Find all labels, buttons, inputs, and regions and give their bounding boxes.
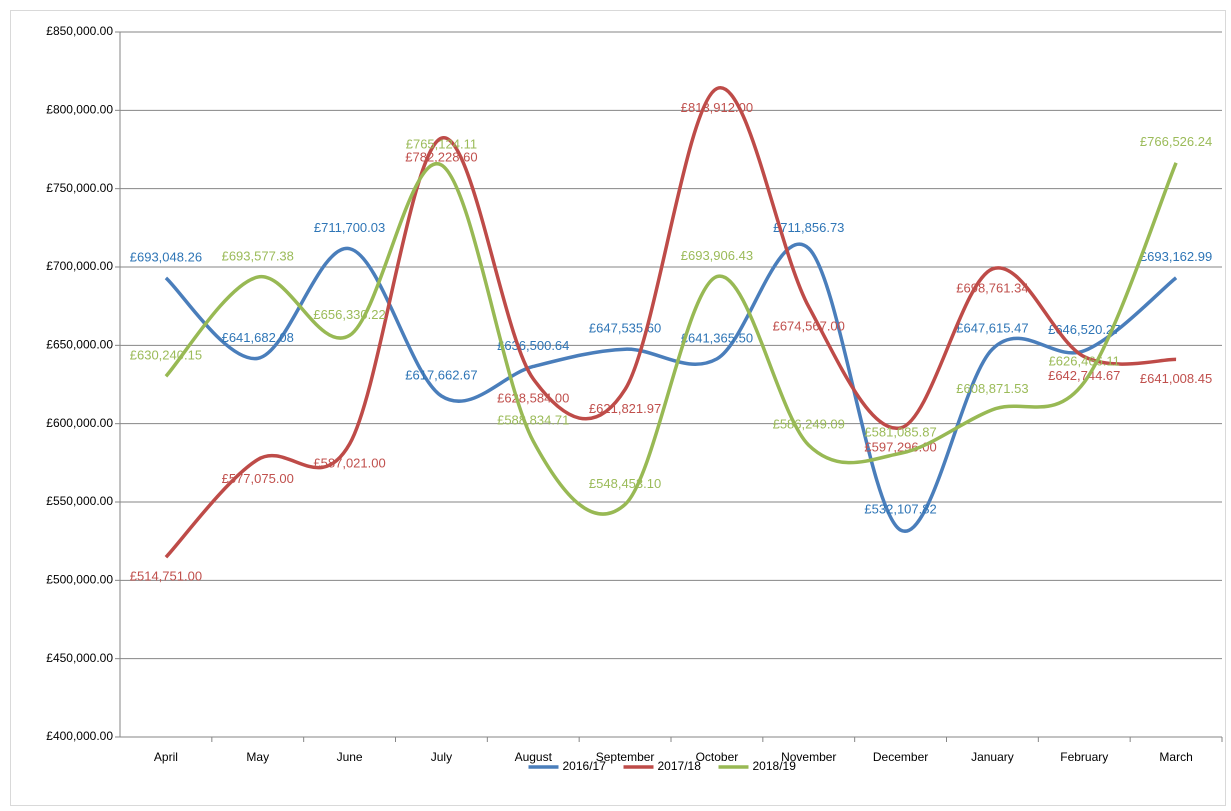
data-label: £588,834.71: [497, 413, 569, 428]
x-tick-label: September: [596, 750, 655, 764]
y-tick-label: £600,000.00: [46, 416, 113, 430]
data-label: £514,751.00: [130, 569, 202, 584]
x-tick-label: November: [781, 750, 836, 764]
data-label: £581,085.87: [864, 425, 936, 440]
series-line: [164, 162, 1178, 516]
data-label: £693,162.99: [1140, 249, 1212, 264]
data-label: £646,520.27: [1048, 322, 1120, 337]
data-label: £548,453.10: [589, 476, 661, 491]
data-label: £711,856.73: [773, 220, 844, 235]
x-tick-label: January: [971, 750, 1014, 764]
x-tick-label: July: [431, 750, 452, 764]
x-tick-label: April: [154, 750, 178, 764]
data-label: £597,296.00: [864, 439, 936, 454]
data-label: £628,584.00: [497, 390, 569, 405]
series-line: [164, 242, 1178, 533]
series-line: [164, 86, 1177, 559]
x-tick-label: October: [696, 750, 739, 764]
data-label: £617,662.67: [405, 367, 477, 382]
y-tick-label: £400,000.00: [46, 729, 113, 743]
data-label: £647,615.47: [956, 321, 1028, 336]
data-label: £532,107.82: [864, 501, 936, 516]
data-label: £693,048.26: [130, 249, 202, 264]
data-label: £641,682.08: [222, 330, 294, 345]
data-label: £647,535.60: [589, 321, 661, 336]
data-label: £693,577.38: [222, 248, 294, 263]
y-tick-label: £650,000.00: [46, 338, 113, 352]
y-tick-label: £700,000.00: [46, 259, 113, 273]
legend-label: 2017/18: [658, 759, 702, 773]
legend-label: 2016/17: [563, 759, 607, 773]
data-label: £693,906.43: [681, 248, 753, 263]
data-label: £630,240.15: [130, 348, 202, 363]
data-label: £766,526.24: [1140, 134, 1212, 149]
x-tick-label: May: [246, 750, 269, 764]
data-label: £586,249.09: [773, 417, 845, 432]
y-tick-label: £450,000.00: [46, 651, 113, 665]
data-label: £577,075.00: [222, 471, 294, 486]
x-tick-label: June: [337, 750, 363, 764]
data-label: £587,021.00: [313, 455, 385, 470]
x-tick-label: March: [1159, 750, 1192, 764]
y-tick-label: £800,000.00: [46, 103, 113, 117]
data-label: £608,871.53: [956, 381, 1028, 396]
data-label: £782,228.60: [405, 150, 477, 165]
data-label: £641,365.50: [681, 330, 753, 345]
x-tick-label: August: [515, 750, 553, 764]
data-label: £626,466.11: [1049, 354, 1120, 369]
y-tick-label: £550,000.00: [46, 494, 113, 508]
x-tick-label: December: [873, 750, 928, 764]
data-label: £698,761.34: [956, 280, 1028, 295]
data-label: £656,330.22: [313, 307, 385, 322]
y-tick-label: £750,000.00: [46, 181, 113, 195]
data-label: £711,700.03: [314, 220, 385, 235]
y-tick-label: £850,000.00: [46, 24, 113, 38]
data-label: £621,821.97: [589, 401, 661, 416]
data-label: £636,500.64: [497, 338, 569, 353]
data-label: £765,124.11: [406, 136, 477, 151]
data-label: £813,912.00: [681, 100, 753, 115]
legend-label: 2018/19: [753, 759, 797, 773]
y-tick-label: £500,000.00: [46, 573, 113, 587]
x-tick-label: February: [1060, 750, 1108, 764]
data-label: £674,567.00: [773, 318, 845, 333]
data-label: £641,008.45: [1140, 371, 1212, 386]
data-label: £642,744.67: [1048, 368, 1120, 383]
